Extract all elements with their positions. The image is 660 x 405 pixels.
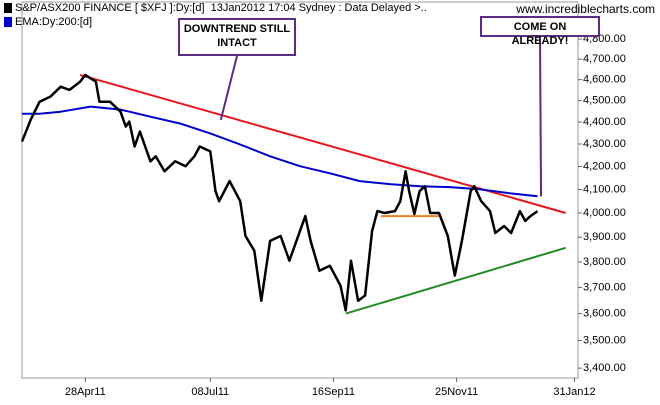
watermark: www.incrediblecharts.com	[515, 2, 655, 16]
annotation: COME ON ALREADY!	[480, 16, 600, 47]
x-tick-label: 16Sep11	[312, 386, 355, 398]
legend-label: EMA:Dy:200:[d]	[15, 16, 92, 28]
annotation-pointer	[219, 55, 238, 121]
y-tick-label: 4,600.00	[583, 74, 626, 86]
legend-swatch	[4, 17, 12, 27]
data-line	[20, 73, 539, 312]
y-tick-label: 4,700.00	[583, 53, 626, 65]
annotation-pointer	[539, 35, 543, 197]
y-tick-label: 3,900.00	[583, 231, 626, 243]
y-tick-label: 4,400.00	[583, 116, 626, 128]
y-tick-label: 3,400.00	[583, 362, 626, 374]
data-line	[22, 105, 538, 198]
legend-swatch	[4, 3, 12, 13]
y-tick-label: 4,200.00	[583, 160, 626, 172]
x-tick-label: 25Nov11	[435, 386, 478, 398]
x-tick-label: 08Jul11	[191, 386, 229, 398]
y-tick-label: 3,800.00	[583, 256, 626, 268]
y-tick-label: 4,500.00	[583, 95, 626, 107]
x-tick-label: 28Apr11	[65, 386, 106, 398]
plot-frame	[21, 1, 579, 379]
annotation: DOWNTREND STILL INTACT	[178, 18, 296, 56]
y-tick-label: 4,100.00	[583, 183, 626, 195]
y-tick-label: 4,000.00	[583, 207, 626, 219]
y-tick-label: 4,300.00	[583, 138, 626, 150]
y-tick-label: 3,700.00	[583, 281, 626, 293]
y-tick-label: 3,500.00	[583, 334, 626, 346]
x-tick-label: 31Jan12	[553, 386, 595, 398]
legend-label: S&P/ASX200 FINANCE [ $XFJ ]:Dy:[d] 13Jan…	[15, 2, 427, 14]
data-line	[345, 246, 566, 315]
y-tick-label: 3,600.00	[583, 307, 626, 319]
